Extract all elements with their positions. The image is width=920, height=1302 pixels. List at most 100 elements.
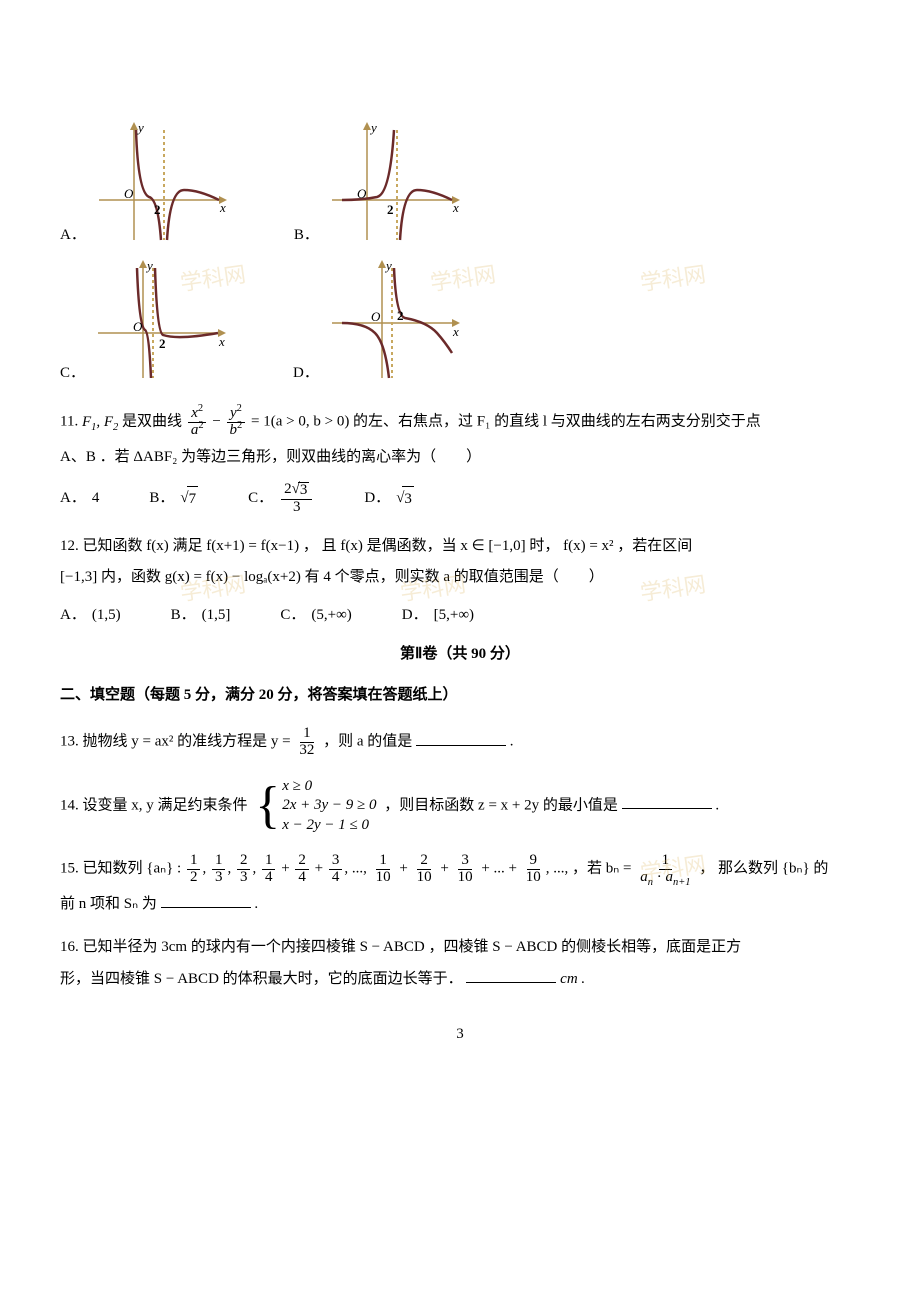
svg-text:x: x <box>452 200 459 215</box>
f9: 310 <box>455 853 476 886</box>
q11-b-rad: 7 <box>187 486 199 513</box>
q14-num: 14. <box>60 797 79 813</box>
q11-frac1: x2a2 <box>188 406 207 439</box>
option-label-a: A． <box>60 223 86 251</box>
f3: 23 <box>237 853 251 886</box>
q12-t2: [−1,3] 内，函数 g(x) = f(x) − logₐ(x+2) 有 4 … <box>60 565 860 591</box>
graph-row-1: A． O 2 y x B． <box>60 120 860 250</box>
section-2-title: 第Ⅱ卷（共 90 分） <box>60 642 860 668</box>
q15-line2: 前 n 项和 Sₙ 为 <box>60 896 157 912</box>
q14-sys-1: x ≥ 0 <box>282 777 376 797</box>
q11-d-val: √3 <box>396 486 414 513</box>
y-label: y <box>136 120 144 135</box>
graph-c-svg: O 2 y x <box>93 258 233 388</box>
q14-end: . <box>715 797 719 813</box>
q11-text: 是双曲线 <box>122 414 186 430</box>
q11-opt-c: C． 2√33 <box>248 482 314 516</box>
graph-option-d: D． O 2 y x <box>293 258 467 388</box>
svg-text:y: y <box>384 258 392 273</box>
q15-seq: ，若 bₙ = <box>572 861 635 877</box>
q14-blank <box>622 794 712 809</box>
graph-b-svg: O 2 y x <box>327 120 467 250</box>
question-14: 14. 设变量 x, y 满足约束条件 { x ≥ 0 2x + 3y − 9 … <box>60 777 860 836</box>
graph-d-svg: O 2 y x <box>327 258 467 388</box>
q11-pre: F1, F2 <box>82 414 118 430</box>
question-15: 15. 已知数列 {aₙ} : 12, 13, 23, 14 + 24 + 34… <box>60 853 860 917</box>
q12-d-l: D． <box>402 603 428 629</box>
q14-post: ，则目标函数 z = x + 2y 的最小值是 <box>384 797 618 813</box>
minus: − <box>212 414 224 430</box>
q13-num: 13. <box>60 734 79 750</box>
svg-text:O: O <box>133 319 143 334</box>
question-11: 11. F1, F2 是双曲线 x2a2 − y2b2 = 1(a > 0, b… <box>60 406 860 516</box>
q14-sys-2: 2x + 3y − 9 ≥ 0 <box>282 796 376 816</box>
q11-d-label: D． <box>364 486 390 512</box>
q12-opt-b: B．(1,5] <box>171 603 231 629</box>
q13-pre: 抛物线 y = ax² 的准线方程是 y = <box>83 734 295 750</box>
q11-b-val: √7 <box>180 486 198 513</box>
question-12: 12. 已知函数 f(x) 满足 f(x+1) = f(x−1) ， 且 f(x… <box>60 534 860 629</box>
section-2-sub: 二、填空题（每题 5 分，满分 20 分，将答案填在答题纸上） <box>60 683 860 709</box>
q15-bn: 1an · an+1 <box>637 853 693 886</box>
f10: 910 <box>523 853 544 886</box>
q11-c-val: 2√33 <box>281 482 312 516</box>
q14-system: { x ≥ 0 2x + 3y − 9 ≥ 0 x − 2y − 1 ≤ 0 <box>255 777 376 836</box>
q12-options: A．(1,5) B．(1,5] C．(5,+∞) D．[5,+∞) <box>60 603 860 629</box>
f2: 13 <box>212 853 226 886</box>
f5: 24 <box>295 853 309 886</box>
svg-text:y: y <box>145 258 153 273</box>
q15-pre: 已知数列 {aₙ} : <box>83 861 185 877</box>
q16-num: 16. <box>60 939 79 955</box>
q12-opt-c: C．(5,+∞) <box>280 603 351 629</box>
q15-end: . <box>254 896 258 912</box>
graph-option-a: A． O 2 y x <box>60 120 234 250</box>
q14-sys-3: x − 2y − 1 ≤ 0 <box>282 816 376 836</box>
q15-blank <box>161 893 251 908</box>
q11-c-label: C． <box>248 486 273 512</box>
f4: 14 <box>262 853 276 886</box>
graph-row-2: C． O 2 y x D． <box>60 258 860 388</box>
svg-text:x: x <box>452 324 459 339</box>
q12-c-v: (5,+∞) <box>311 603 351 629</box>
q11-b-label: B． <box>149 486 174 512</box>
graph-a-svg: O 2 y x <box>94 120 234 250</box>
q13-post: ，则 a 的值是 <box>323 734 412 750</box>
q12-a-l: A． <box>60 603 86 629</box>
q11-frac2: y2b2 <box>227 406 246 439</box>
q12-opt-d: D．[5,+∞) <box>402 603 474 629</box>
q11-a-label: A． <box>60 486 86 512</box>
q11-d-rad: 3 <box>402 486 414 513</box>
q11-opt-a: A．4 <box>60 486 99 512</box>
q11-options: A．4 B．√7 C． 2√33 D．√3 <box>60 482 860 516</box>
q11-num: 11. <box>60 414 78 430</box>
x-label: x <box>219 200 226 215</box>
option-label-d: D． <box>293 361 319 389</box>
origin-label: O <box>124 186 134 201</box>
q15-num: 15. <box>60 861 79 877</box>
q11-a-val: 4 <box>92 486 100 512</box>
q16-t2: 形，当四棱锥 S − ABCD 的体积最大时，它的底面边长等于． <box>60 971 463 987</box>
q12-b-v: (1,5] <box>202 603 231 629</box>
svg-text:O: O <box>357 186 367 201</box>
question-13: 13. 抛物线 y = ax² 的准线方程是 y = 132 ，则 a 的值是 … <box>60 726 860 759</box>
q12-b-l: B． <box>171 603 196 629</box>
tick-2: 2 <box>154 202 161 217</box>
q11-line2: A、B ．若 ΔABF₂ 为等边三角形，则双曲线的离心率为（ ） <box>60 445 860 471</box>
q16-t1: 已知半径为 3cm 的球内有一个内接四棱锥 S − ABCD ，四棱锥 S − … <box>79 939 741 955</box>
f6: 34 <box>329 853 343 886</box>
graph-option-c: C． O 2 y x <box>60 258 233 388</box>
q15-post: ， 那么数列 {bₙ} 的 <box>699 861 828 877</box>
option-label-c: C． <box>60 361 85 389</box>
svg-text:O: O <box>371 309 381 324</box>
q13-end: . <box>510 734 514 750</box>
f8: 210 <box>414 853 435 886</box>
question-16: 16. 已知半径为 3cm 的球内有一个内接四棱锥 S − ABCD ，四棱锥 … <box>60 935 860 992</box>
svg-text:2: 2 <box>159 336 166 351</box>
q12-opt-a: A．(1,5) <box>60 603 121 629</box>
q11-after: = 1(a > 0, b > 0) 的左、右焦点，过 F₁ 的直线 l 与双曲线… <box>251 414 761 430</box>
svg-text:x: x <box>218 334 225 349</box>
svg-text:2: 2 <box>397 308 404 323</box>
svg-text:y: y <box>369 120 377 135</box>
q11-opt-b: B．√7 <box>149 486 198 513</box>
page: 学科网 学科网 学科网 学科网 学科网 学科网 学科网 A． O 2 y <box>0 0 920 1302</box>
